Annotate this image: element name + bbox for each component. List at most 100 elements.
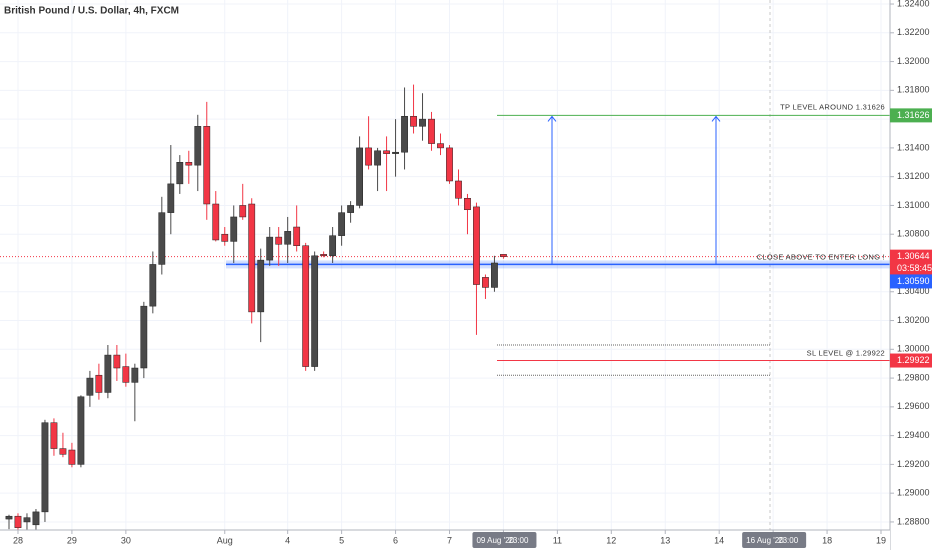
last-price-label: 1.30644 [897, 251, 930, 261]
candle-body [275, 236, 283, 245]
candle-body [230, 216, 238, 242]
arrow-head [547, 115, 557, 122]
candle-body [482, 277, 489, 288]
candle-body [212, 203, 220, 241]
arrow-head [711, 115, 721, 122]
candle-body [194, 126, 202, 166]
entry-box [890, 274, 932, 289]
candle-body [356, 147, 363, 206]
x-tick-label: 5 [339, 535, 344, 545]
candle-body [113, 354, 121, 369]
date-marker-box [742, 532, 807, 548]
y-tick-label: 1.30000 [897, 344, 930, 354]
candle-body [167, 183, 175, 213]
candle-body [68, 449, 76, 465]
candle-body [248, 203, 256, 313]
sl-label: 1.29922 [897, 355, 930, 365]
candle-body [59, 448, 67, 455]
y-tick-label: 1.28800 [897, 516, 930, 526]
x-tick-label: 14 [714, 535, 724, 545]
y-tick-label: 1.32400 [897, 0, 930, 8]
candle-body [446, 147, 453, 182]
candle-body [401, 115, 408, 153]
date-marker-box [472, 532, 537, 548]
candle-body [131, 367, 139, 383]
x-tick-label: Aug [217, 535, 233, 545]
candle-body [266, 236, 274, 261]
x-tick-label: 30 [121, 535, 131, 545]
x-tick-label: 19 [876, 535, 886, 545]
tp-label: 1.31626 [897, 110, 930, 120]
candle-body [302, 245, 310, 367]
candle-body [311, 255, 319, 367]
candle-body [158, 212, 166, 265]
candle-body [32, 511, 40, 526]
candle-body [203, 126, 211, 205]
last-price-box [890, 249, 932, 276]
candle-body [383, 150, 390, 154]
candle-body [122, 366, 130, 383]
x-tick-label: 28 [13, 535, 23, 545]
candle-body [86, 377, 94, 396]
tp-box [890, 108, 932, 123]
entry-label: 1.30590 [897, 276, 930, 286]
y-tick-label: 1.30400 [897, 286, 930, 296]
candle-body [104, 354, 112, 393]
candle-body [95, 374, 103, 393]
x-tick-label: 6 [393, 535, 398, 545]
y-tick-label: 1.29000 [897, 488, 930, 498]
sl-box [890, 353, 932, 368]
candle-body [500, 254, 507, 257]
y-tick-label: 1.31400 [897, 142, 930, 152]
x-axis-bg [0, 530, 890, 550]
candle-body [185, 162, 193, 166]
tp-text: TP LEVEL AROUND 1.31626 [780, 102, 885, 111]
date-marker-date: 09 Aug '20 [476, 536, 514, 545]
candle-body [176, 162, 184, 185]
y-tick-label: 1.29800 [897, 372, 930, 382]
y-tick-label: 1.29600 [897, 401, 930, 411]
sl-text: SL LEVEL @ 1.29922 [807, 349, 885, 358]
candle-body [23, 517, 31, 523]
candle-body [455, 180, 462, 199]
x-tick-label: 11 [553, 535, 562, 545]
x-tick-label: 7 [447, 535, 452, 545]
candle-body [77, 396, 85, 465]
candle-body [374, 150, 381, 166]
date-marker-date: 16 Aug '20 [746, 536, 784, 545]
candle-body [14, 515, 22, 528]
candle-body [257, 259, 265, 313]
date-marker-time: 23:00 [778, 536, 799, 545]
candle-body [50, 422, 58, 449]
candle-body [419, 118, 426, 127]
y-tick-label: 1.32200 [897, 27, 930, 37]
y-tick-label: 1.31000 [897, 200, 930, 210]
y-tick-label: 1.31200 [897, 171, 930, 181]
y-tick-label: 1.29400 [897, 430, 930, 440]
candle-body [473, 206, 480, 285]
chart-title: British Pound / U.S. Dollar, 4h, FXCM [4, 6, 179, 17]
candle-body [428, 118, 435, 144]
entry-text: CLOSE ABOVE TO ENTER LONG ! [757, 252, 885, 261]
candle-body [491, 262, 498, 288]
candle-body [320, 254, 328, 257]
candle-body [410, 115, 417, 127]
candle-body [347, 205, 355, 213]
x-tick-label: 12 [606, 535, 616, 545]
candle-body [5, 515, 13, 520]
candle-body [221, 233, 229, 242]
x-tick-label: 18 [822, 535, 832, 545]
candle-body [437, 143, 444, 149]
candle-body [329, 235, 337, 257]
candle-body [338, 212, 346, 236]
y-tick-label: 1.29200 [897, 459, 930, 469]
date-marker-time: 23:00 [508, 536, 529, 545]
candle-body [464, 197, 471, 211]
y-tick-label: 1.30200 [897, 315, 930, 325]
x-tick-label: 4 [285, 535, 290, 545]
candle-body [392, 151, 399, 154]
x-tick-label: 13 [660, 535, 670, 545]
y-tick-label: 1.30800 [897, 229, 930, 239]
candle-body [284, 231, 292, 245]
